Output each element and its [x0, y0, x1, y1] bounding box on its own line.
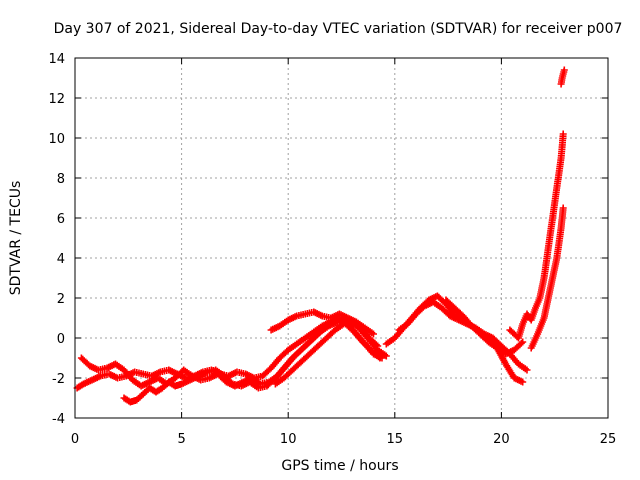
y-tick-label: 10 [48, 132, 65, 147]
data-point-markers [267, 308, 377, 338]
chart-title: Day 307 of 2021, Sidereal Day-to-day VTE… [54, 21, 623, 37]
series-track-10 [527, 204, 567, 352]
grid [75, 58, 608, 418]
x-tick-label: 25 [600, 432, 617, 447]
data-point-markers [557, 66, 568, 88]
data-point-markers [442, 296, 527, 358]
y-tick-label: -2 [52, 372, 65, 387]
data-point-markers [506, 130, 567, 342]
series-track-5 [267, 308, 377, 338]
y-tick-label: 14 [48, 52, 65, 67]
y-axis-title: SDTVAR / TECUs [8, 181, 24, 296]
y-tick-label: 8 [57, 172, 65, 187]
y-tick-label: 0 [57, 332, 65, 347]
x-axis-title: GPS time / hours [281, 458, 398, 474]
y-tick-label: 12 [48, 92, 65, 107]
plot-frame [74, 57, 609, 419]
series-track-11 [557, 66, 568, 88]
x-tick-label: 20 [493, 432, 510, 447]
x-tick-label: 5 [177, 432, 185, 447]
x-tick-label: 0 [71, 432, 79, 447]
y-tick-label: 4 [57, 252, 65, 267]
x-tick-label: 10 [280, 432, 297, 447]
series-track-9 [506, 130, 567, 342]
x-tick-label: 15 [387, 432, 404, 447]
y-tick-label: 6 [57, 212, 65, 227]
data-marks [73, 66, 568, 406]
data-point-markers [527, 204, 567, 352]
y-tick-label: -4 [52, 412, 65, 427]
axis-ticks: 0 5 10 15 20 25 -4 -2 0 2 4 6 8 10 12 14 [48, 52, 616, 447]
series-track-8 [442, 296, 527, 358]
y-tick-label: 2 [57, 292, 65, 307]
